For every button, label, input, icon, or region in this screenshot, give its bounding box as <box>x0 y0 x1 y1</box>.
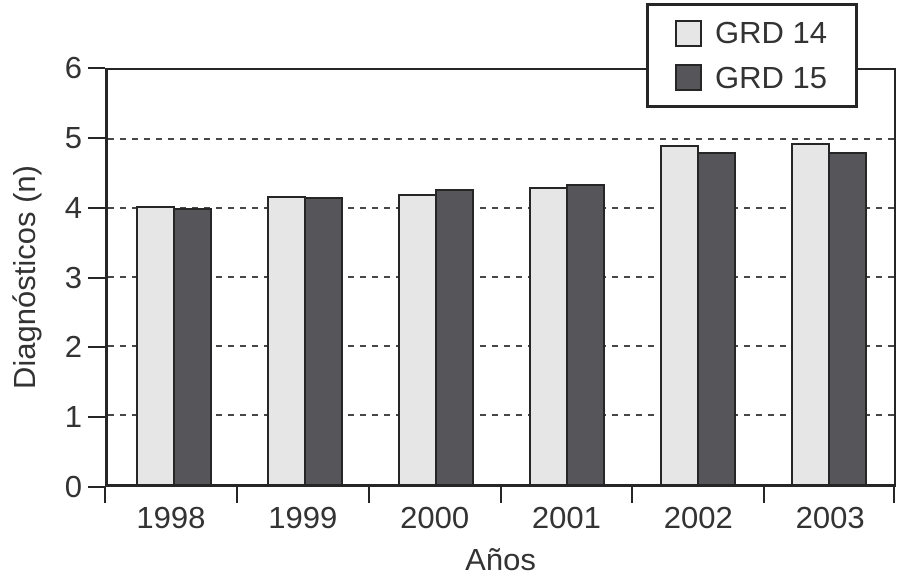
y-axis-title: Diagnósticos (n) <box>7 165 42 389</box>
bars-layer <box>108 70 894 484</box>
y-tick-1 <box>88 416 105 419</box>
legend-swatch-grd14 <box>675 19 702 47</box>
legend-swatch-grd15 <box>675 64 702 92</box>
gridline-y4 <box>108 207 894 210</box>
bar-grd15-2002 <box>696 152 736 484</box>
bar-group-2000 <box>370 70 501 484</box>
y-tick-0 <box>88 486 105 488</box>
x-tick-3 <box>499 487 502 503</box>
y-tick-label-1: 1 <box>64 399 82 435</box>
y-tick-4 <box>88 206 105 209</box>
x-tick-label-2001: 2001 <box>531 500 601 535</box>
bar-grd15-2003 <box>827 152 867 484</box>
bar-group-2001 <box>501 70 632 484</box>
x-tick-6 <box>893 487 895 503</box>
bar-group-2003 <box>763 70 894 484</box>
legend-label-grd14: GRD 14 <box>715 15 827 51</box>
x-tick-2 <box>367 487 370 503</box>
bar-grd15-2000 <box>434 189 474 484</box>
bar-group-2002 <box>632 70 763 484</box>
bar-grd14-2002 <box>659 144 699 484</box>
y-tick-5 <box>88 136 105 139</box>
x-tick-label-1999: 1999 <box>268 500 338 535</box>
x-tick-label-2002: 2002 <box>663 500 733 535</box>
x-tick-1 <box>235 487 238 503</box>
bar-grd14-2001 <box>528 187 568 484</box>
legend-item-grd14: GRD 14 <box>675 16 855 50</box>
gridline-y3 <box>108 276 894 278</box>
bar-grd15-2001 <box>565 183 605 484</box>
bar-grd15-1999 <box>303 196 343 484</box>
legend-item-grd15: GRD 15 <box>675 59 855 95</box>
x-tick-5 <box>763 487 766 503</box>
gridline-y2 <box>108 345 894 348</box>
bar-group-1999 <box>239 70 370 484</box>
y-tick-label-6: 6 <box>64 50 82 85</box>
x-tick-4 <box>631 487 634 503</box>
bar-grd14-1998 <box>135 205 175 484</box>
y-tick-label-2: 2 <box>64 329 82 365</box>
bar-group-1998 <box>108 70 239 484</box>
x-axis-title: Años <box>465 542 536 577</box>
y-tick-6 <box>88 67 105 69</box>
bar-grd14-2003 <box>790 143 830 484</box>
x-tick-label-2003: 2003 <box>795 500 865 535</box>
plot-area <box>105 68 896 487</box>
y-tick-label-0: 0 <box>64 469 82 504</box>
y-tick-3 <box>88 276 105 279</box>
gridline-y5 <box>108 138 894 140</box>
gridline-y1 <box>108 414 894 417</box>
x-tick-0 <box>104 487 106 503</box>
plot-inner <box>108 70 894 484</box>
x-tick-label-2000: 2000 <box>400 500 470 535</box>
bar-grd15-1998 <box>172 208 212 484</box>
y-tick-label-3: 3 <box>64 259 82 295</box>
legend-label-grd15: GRD 15 <box>715 59 827 95</box>
bar-grd14-2000 <box>397 193 437 484</box>
x-tick-label-1998: 1998 <box>136 500 206 535</box>
y-tick-label-4: 4 <box>64 189 82 225</box>
y-tick-label-5: 5 <box>64 119 82 155</box>
y-tick-2 <box>88 346 105 349</box>
bar-grd14-1999 <box>266 195 306 484</box>
legend-box: GRD 14 GRD 15 <box>646 3 858 108</box>
